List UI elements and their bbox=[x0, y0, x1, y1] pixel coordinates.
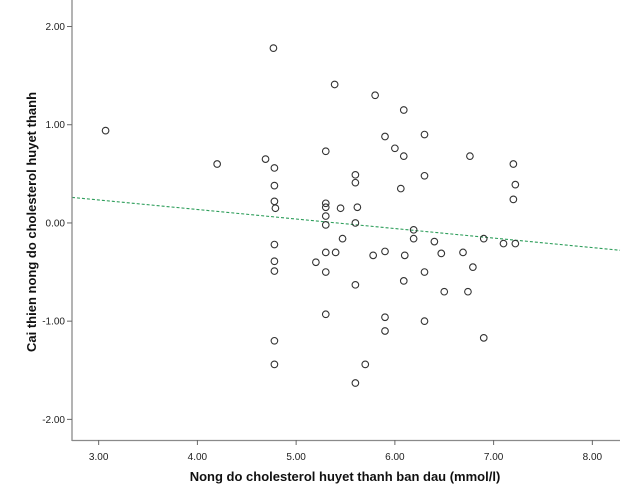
data-point bbox=[440, 287, 449, 296]
data-point bbox=[381, 247, 389, 256]
data-point bbox=[351, 170, 360, 179]
data-point bbox=[312, 258, 320, 267]
data-point bbox=[396, 184, 405, 193]
data-point bbox=[270, 336, 279, 345]
x-tick-label: 3.00 bbox=[89, 452, 109, 463]
y-tick-label: 0.00 bbox=[46, 218, 66, 229]
data-point bbox=[361, 360, 370, 369]
data-point bbox=[369, 251, 378, 260]
y-axis-title: Cai thien nong do cholesterol huyet than… bbox=[24, 92, 39, 352]
data-point bbox=[338, 234, 347, 243]
data-point bbox=[399, 152, 408, 161]
data-point bbox=[321, 221, 330, 229]
data-point bbox=[479, 234, 488, 243]
data-point bbox=[437, 249, 446, 258]
data-point bbox=[499, 239, 508, 248]
data-point bbox=[270, 257, 279, 266]
data-point bbox=[321, 199, 330, 208]
data-point bbox=[270, 240, 279, 249]
x-ticks: 3.00 4.00 5.00 6.00 7.00 8.00 bbox=[89, 440, 603, 463]
data-point bbox=[420, 317, 429, 326]
y-tick-label: -2.00 bbox=[42, 415, 65, 426]
data-point bbox=[269, 44, 278, 52]
y-ticks: 2.00 1.00 0.00 -1.00 -2.00 bbox=[42, 22, 72, 426]
data-point bbox=[466, 152, 474, 161]
x-axis-title: Nong do cholesterol huyet thanh ban dau … bbox=[190, 469, 501, 484]
data-point bbox=[321, 268, 330, 276]
data-point bbox=[270, 181, 279, 190]
y-tick-label: 1.00 bbox=[46, 120, 66, 131]
y-tick-label: 2.00 bbox=[46, 22, 66, 33]
data-point bbox=[381, 313, 389, 322]
data-point bbox=[321, 212, 330, 220]
data-point bbox=[336, 204, 345, 213]
points-group bbox=[101, 44, 520, 387]
x-tick-label: 7.00 bbox=[484, 452, 504, 463]
data-point bbox=[321, 310, 330, 319]
x-tick-label: 5.00 bbox=[286, 452, 306, 463]
data-point bbox=[479, 334, 488, 342]
data-point bbox=[409, 225, 418, 234]
data-point bbox=[399, 106, 408, 114]
regression-line-group bbox=[71, 196, 621, 251]
data-point bbox=[381, 132, 389, 141]
y-tick-label: -1.00 bbox=[42, 317, 65, 328]
data-point bbox=[351, 219, 360, 227]
data-point bbox=[511, 239, 520, 248]
data-point bbox=[399, 277, 408, 285]
data-point bbox=[101, 126, 110, 135]
x-tick-label: 4.00 bbox=[188, 452, 208, 463]
data-point bbox=[331, 248, 340, 257]
data-point bbox=[270, 267, 279, 275]
data-point bbox=[430, 237, 439, 246]
data-point bbox=[213, 160, 221, 168]
data-point bbox=[351, 379, 360, 387]
data-point bbox=[420, 268, 429, 276]
data-point bbox=[391, 144, 399, 153]
data-point bbox=[351, 280, 360, 289]
data-point bbox=[321, 248, 330, 257]
data-point bbox=[420, 130, 429, 139]
data-point bbox=[270, 197, 279, 206]
data-point bbox=[509, 160, 518, 168]
data-point bbox=[409, 234, 418, 243]
data-point bbox=[330, 80, 339, 89]
x-tick-label: 8.00 bbox=[583, 452, 603, 463]
data-point bbox=[381, 327, 389, 335]
data-point bbox=[469, 263, 477, 271]
data-point bbox=[371, 91, 379, 100]
data-point bbox=[321, 203, 330, 212]
data-point bbox=[420, 171, 429, 180]
data-point bbox=[270, 360, 279, 369]
data-point bbox=[511, 180, 520, 189]
regression-line bbox=[71, 196, 621, 251]
data-point bbox=[459, 248, 467, 257]
data-point bbox=[271, 204, 280, 213]
data-point bbox=[261, 155, 270, 163]
x-tick-label: 6.00 bbox=[385, 452, 405, 463]
data-point bbox=[400, 251, 409, 260]
data-point bbox=[270, 164, 279, 172]
data-point bbox=[321, 147, 330, 156]
data-point bbox=[509, 195, 518, 204]
data-point bbox=[464, 287, 472, 296]
data-point bbox=[353, 203, 362, 212]
data-point bbox=[351, 178, 360, 187]
